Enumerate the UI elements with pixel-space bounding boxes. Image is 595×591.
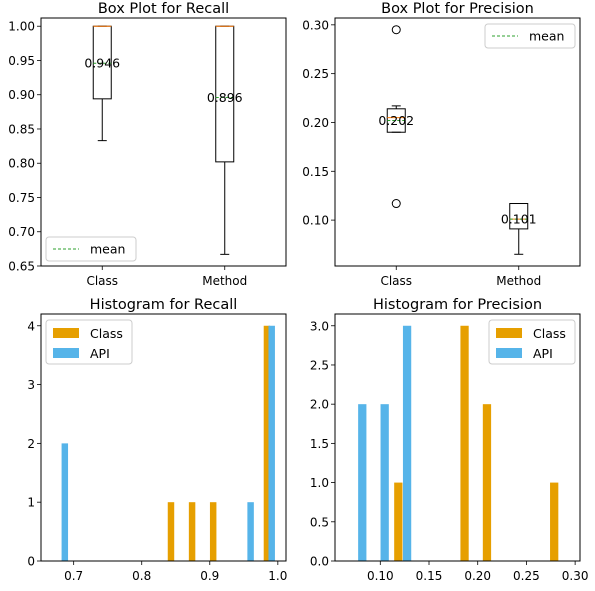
y-tick-label: 0.95 — [8, 54, 35, 68]
box-method: 0.896 — [207, 25, 243, 255]
x-tick-label: 0.20 — [464, 569, 491, 583]
y-tick-label: 2.5 — [310, 358, 329, 372]
bar-api — [358, 404, 367, 561]
mean-value-label: 0.896 — [207, 90, 243, 105]
legend-swatch-api — [53, 348, 79, 358]
y-tick-label: 1 — [27, 496, 35, 510]
panel-3: Histogram for Recall 0 1 2 3 4 0.7 0.8 0.9 1.0 Cla… — [27, 297, 287, 583]
y-tick-label: 1.00 — [8, 20, 35, 34]
axes-frame — [334, 17, 581, 267]
bar-class — [460, 325, 469, 561]
y-tick-label: 0.70 — [8, 225, 35, 239]
x-tick-label: Method — [202, 274, 247, 288]
legend-label: mean — [90, 242, 125, 257]
y-tick-label: 0.5 — [310, 515, 329, 529]
y-tick-label: 0.85 — [8, 122, 35, 136]
x-tick-label: Class — [380, 274, 412, 288]
outlier-point — [391, 25, 401, 35]
x-tick-label: 0.15 — [416, 569, 443, 583]
y-tick-label: 0.20 — [302, 116, 329, 130]
outlier-point — [391, 199, 401, 209]
y-tick-label: 0.90 — [8, 88, 35, 102]
y-tick-label: 1.5 — [310, 437, 329, 451]
bar-class — [167, 502, 175, 561]
bar-api — [402, 325, 412, 561]
x-tick-label: 0.7 — [64, 569, 83, 583]
x-tick-label: 0.30 — [562, 569, 589, 583]
legend-label: API — [90, 346, 110, 361]
bar-class — [550, 482, 559, 561]
box-method: 0.101 — [501, 203, 537, 255]
y-tick-label: 0.10 — [302, 214, 329, 228]
legend-swatch-class — [53, 328, 79, 338]
iqr-box — [509, 203, 529, 230]
panel-4: Histogram for Precision 0.0 0.5 1.0 1.5 2.0 2.… — [310, 297, 589, 583]
series-api — [358, 325, 412, 561]
series-class — [167, 325, 271, 561]
bar-class — [188, 502, 196, 561]
y-tick-label: 3.0 — [310, 319, 329, 333]
x-tick-label: Class — [86, 274, 118, 288]
series-api — [61, 325, 275, 561]
x-tick-label: 0.8 — [132, 569, 151, 583]
y-tick-label: 0.65 — [8, 260, 35, 274]
y-tick-label: 2.0 — [310, 398, 329, 412]
legend: mean — [484, 23, 576, 49]
legend: Class API — [45, 319, 133, 365]
legend: mean — [45, 236, 137, 262]
legend-label: Class — [90, 326, 123, 341]
y-tick-label: 2 — [27, 437, 35, 451]
axes-frame — [334, 313, 581, 562]
y-tick-label: 3 — [27, 378, 35, 392]
x-tick-label: 1.0 — [268, 569, 287, 583]
axes-frame — [40, 313, 287, 562]
x-tick-label: 0.25 — [513, 569, 540, 583]
chart-title: Histogram for Recall — [90, 297, 238, 313]
x-tick-label: Method — [496, 274, 541, 288]
bar-class — [209, 502, 217, 561]
legend-label: mean — [529, 29, 564, 44]
x-tick-label: 0.10 — [367, 569, 394, 583]
y-tick-label: 0 — [27, 555, 35, 569]
bar-class — [394, 482, 403, 561]
legend-swatch-class — [496, 328, 522, 338]
x-tick-label: 0.9 — [200, 569, 219, 583]
y-tick-label: 0.30 — [302, 18, 329, 32]
bar-api — [380, 404, 389, 561]
mean-value-label: 0.101 — [501, 212, 537, 227]
y-tick-label: 0.80 — [8, 157, 35, 171]
legend-frame — [484, 23, 576, 49]
legend-label: Class — [533, 326, 566, 341]
legend-label: API — [533, 346, 553, 361]
panel-1: Box Plot for Recall 0.65 0.70 0.75 0.80 0.85 0… — [8, 1, 287, 288]
box-class: 0.946 — [84, 25, 120, 142]
y-tick-label: 0.75 — [8, 191, 35, 205]
series-class — [394, 325, 559, 561]
bar-class — [263, 325, 271, 561]
bar-api — [247, 502, 254, 561]
panel-2: Box Plot for Precision 0.10 0.15 0.20 0.25 0.… — [302, 1, 581, 288]
y-tick-label: 0.25 — [302, 67, 329, 81]
chart-title: Box Plot for Recall — [98, 1, 229, 17]
legend-swatch-api — [496, 348, 522, 358]
bar-api — [61, 443, 69, 561]
legend-frame — [45, 236, 137, 262]
y-tick-label: 0.0 — [310, 555, 329, 569]
box-class: 0.202 — [378, 25, 414, 209]
y-tick-label: 1.0 — [310, 476, 329, 490]
chart-title: Histogram for Precision — [373, 297, 542, 313]
bar-class — [482, 404, 492, 561]
legend: Class API — [488, 319, 576, 365]
mean-value-label: 0.202 — [378, 113, 414, 128]
axes-frame — [40, 17, 287, 267]
y-tick-label: 0.15 — [302, 165, 329, 179]
y-tick-label: 4 — [27, 319, 35, 333]
chart-title: Box Plot for Precision — [381, 1, 534, 17]
bar-api — [268, 325, 275, 561]
mean-value-label: 0.946 — [84, 56, 120, 71]
